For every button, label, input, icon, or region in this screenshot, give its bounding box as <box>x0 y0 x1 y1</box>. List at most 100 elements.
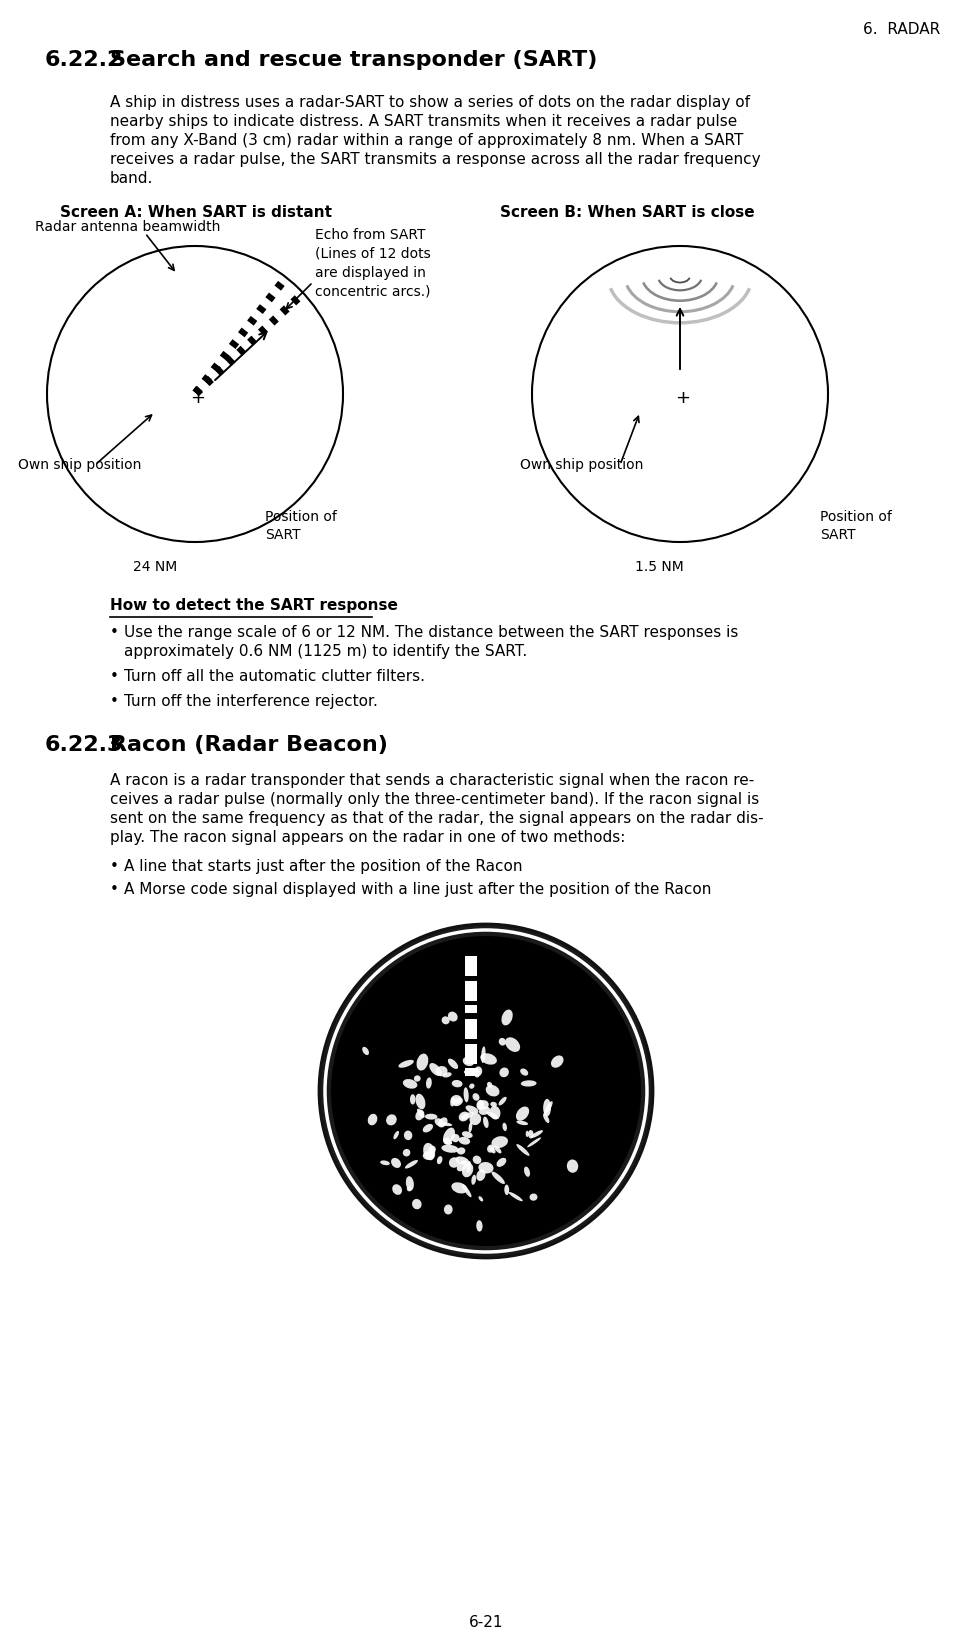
Ellipse shape <box>496 1159 506 1167</box>
Text: •: • <box>110 624 119 639</box>
Ellipse shape <box>368 1115 378 1126</box>
Text: 6.22.3: 6.22.3 <box>45 734 124 754</box>
Ellipse shape <box>509 1192 523 1201</box>
Text: 6-21: 6-21 <box>469 1614 503 1629</box>
Text: Radar antenna beamwidth: Radar antenna beamwidth <box>35 220 220 234</box>
Ellipse shape <box>467 1162 471 1174</box>
Ellipse shape <box>482 1047 486 1064</box>
Ellipse shape <box>543 1113 550 1123</box>
Text: Search and rescue transponder (SART): Search and rescue transponder (SART) <box>110 49 597 70</box>
Ellipse shape <box>551 1056 563 1069</box>
Ellipse shape <box>543 1100 551 1116</box>
Text: •: • <box>110 693 119 708</box>
Ellipse shape <box>463 1057 474 1067</box>
Text: Own ship position: Own ship position <box>520 457 643 472</box>
Ellipse shape <box>412 1200 421 1210</box>
Ellipse shape <box>469 1123 472 1133</box>
Ellipse shape <box>458 1111 469 1121</box>
Ellipse shape <box>499 1069 509 1077</box>
Ellipse shape <box>529 1193 537 1201</box>
Ellipse shape <box>448 1059 458 1069</box>
Ellipse shape <box>403 1080 417 1088</box>
Ellipse shape <box>392 1185 402 1195</box>
Ellipse shape <box>450 1098 455 1106</box>
Ellipse shape <box>505 1037 521 1052</box>
Text: play. The racon signal appears on the radar in one of two methods:: play. The racon signal appears on the ra… <box>110 829 626 844</box>
Ellipse shape <box>477 1170 486 1182</box>
Ellipse shape <box>479 1162 493 1174</box>
Text: Position of
SART: Position of SART <box>265 510 337 543</box>
Ellipse shape <box>393 1131 399 1139</box>
Ellipse shape <box>476 1221 483 1233</box>
Ellipse shape <box>462 1164 473 1177</box>
Ellipse shape <box>404 1131 413 1141</box>
Ellipse shape <box>428 1146 436 1154</box>
Ellipse shape <box>415 1110 424 1121</box>
Ellipse shape <box>481 1054 497 1065</box>
Ellipse shape <box>491 1172 505 1185</box>
Text: nearby ships to indicate distress. A SART transmits when it receives a radar pul: nearby ships to indicate distress. A SAR… <box>110 115 738 129</box>
Ellipse shape <box>487 1146 494 1152</box>
Text: 24 NM: 24 NM <box>133 559 177 574</box>
Ellipse shape <box>458 1137 470 1146</box>
Ellipse shape <box>452 1098 456 1103</box>
Ellipse shape <box>530 1131 543 1139</box>
Ellipse shape <box>465 1106 479 1115</box>
Text: •: • <box>110 859 119 874</box>
Ellipse shape <box>451 1183 467 1193</box>
Circle shape <box>319 924 653 1259</box>
Ellipse shape <box>456 1160 468 1172</box>
Ellipse shape <box>405 1160 418 1169</box>
Ellipse shape <box>442 1016 450 1024</box>
Ellipse shape <box>436 1067 448 1077</box>
Bar <box>465 1044 477 1064</box>
Ellipse shape <box>416 1054 428 1070</box>
Ellipse shape <box>443 1072 451 1078</box>
Ellipse shape <box>544 1101 553 1116</box>
Ellipse shape <box>479 1106 490 1115</box>
Ellipse shape <box>504 1185 509 1195</box>
Text: A ship in distress uses a radar-SART to show a series of dots on the radar displ: A ship in distress uses a radar-SART to … <box>110 95 750 110</box>
Bar <box>465 982 477 1001</box>
Ellipse shape <box>494 1146 501 1154</box>
Ellipse shape <box>516 1106 529 1121</box>
Ellipse shape <box>473 1155 482 1164</box>
Ellipse shape <box>446 1141 452 1144</box>
Text: Racon (Radar Beacon): Racon (Radar Beacon) <box>110 734 388 754</box>
Ellipse shape <box>501 1010 513 1026</box>
Ellipse shape <box>567 1160 578 1174</box>
Ellipse shape <box>527 1137 541 1147</box>
Ellipse shape <box>386 1115 397 1126</box>
Ellipse shape <box>479 1196 484 1201</box>
Text: 6.  RADAR: 6. RADAR <box>863 21 940 38</box>
Ellipse shape <box>460 1113 474 1119</box>
Ellipse shape <box>417 1110 424 1118</box>
Ellipse shape <box>474 1069 480 1078</box>
Ellipse shape <box>525 1131 528 1137</box>
Bar <box>465 1069 477 1077</box>
Ellipse shape <box>498 1096 507 1106</box>
Ellipse shape <box>444 1205 452 1214</box>
Ellipse shape <box>469 1113 482 1126</box>
Ellipse shape <box>490 1101 497 1108</box>
Ellipse shape <box>463 1088 469 1103</box>
Text: from any X-Band (3 cm) radar within a range of approximately 8 nm. When a SART: from any X-Band (3 cm) radar within a ra… <box>110 133 743 148</box>
Ellipse shape <box>443 1128 455 1144</box>
Ellipse shape <box>414 1075 420 1082</box>
Ellipse shape <box>478 1100 488 1110</box>
Text: Turn off all the automatic clutter filters.: Turn off all the automatic clutter filte… <box>124 669 425 683</box>
Ellipse shape <box>486 1111 499 1119</box>
Ellipse shape <box>486 1085 499 1096</box>
Text: Turn off the interference rejector.: Turn off the interference rejector. <box>124 693 378 708</box>
Ellipse shape <box>502 1123 507 1131</box>
Bar <box>465 1005 477 1013</box>
Ellipse shape <box>442 1146 458 1154</box>
Circle shape <box>331 936 641 1246</box>
Ellipse shape <box>487 1082 492 1088</box>
Ellipse shape <box>489 1147 495 1154</box>
Ellipse shape <box>521 1069 528 1077</box>
Text: Use the range scale of 6 or 12 NM. The distance between the SART responses is: Use the range scale of 6 or 12 NM. The d… <box>124 624 739 639</box>
Ellipse shape <box>469 1083 475 1088</box>
Ellipse shape <box>471 1175 476 1185</box>
Text: 6.22.2: 6.22.2 <box>45 49 124 70</box>
